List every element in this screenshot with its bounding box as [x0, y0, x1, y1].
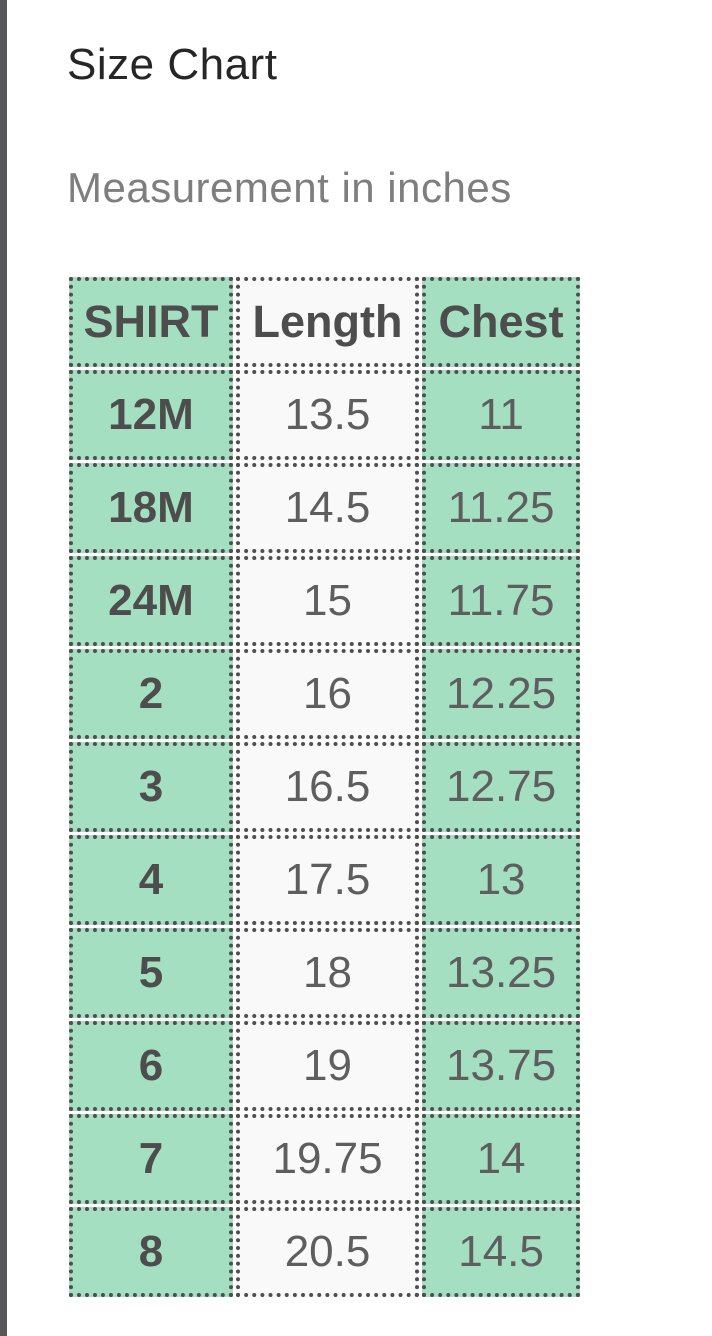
table-row: 8 20.5 14.5 [69, 1207, 580, 1297]
table-row: 5 18 13.25 [69, 928, 580, 1018]
size-cell: 3 [69, 742, 233, 832]
length-cell: 19.75 [235, 1114, 420, 1204]
table-row: 3 16.5 12.75 [69, 742, 580, 832]
column-header-length: Length [235, 277, 420, 367]
chest-cell: 11 [422, 370, 580, 460]
page-title: Size Chart [67, 40, 278, 89]
size-chart-table: SHIRT Length Chest 12M 13.5 11 18M 14.5 11.25… [66, 274, 583, 1300]
chest-cell: 12.75 [422, 742, 580, 832]
length-cell: 17.5 [235, 835, 420, 925]
chest-cell: 13.75 [422, 1021, 580, 1111]
chest-cell: 11.25 [422, 463, 580, 553]
table-body: 12M 13.5 11 18M 14.5 11.25 24M 15 11.75 2 16 12.25 3… [69, 370, 580, 1297]
chest-cell: 13 [422, 835, 580, 925]
size-cell: 6 [69, 1021, 233, 1111]
chest-cell: 12.25 [422, 649, 580, 739]
chest-cell: 14.5 [422, 1207, 580, 1297]
table-row: 18M 14.5 11.25 [69, 463, 580, 553]
column-header-chest: Chest [422, 277, 580, 367]
column-header-shirt: SHIRT [69, 277, 233, 367]
size-cell: 12M [69, 370, 233, 460]
size-cell: 24M [69, 556, 233, 646]
size-cell: 18M [69, 463, 233, 553]
length-cell: 14.5 [235, 463, 420, 553]
header-row: SHIRT Length Chest [69, 277, 580, 367]
length-cell: 18 [235, 928, 420, 1018]
length-cell: 16 [235, 649, 420, 739]
chest-cell: 13.25 [422, 928, 580, 1018]
length-cell: 16.5 [235, 742, 420, 832]
length-cell: 20.5 [235, 1207, 420, 1297]
table-row: 7 19.75 14 [69, 1114, 580, 1204]
table-row: 24M 15 11.75 [69, 556, 580, 646]
left-edge-bar [0, 0, 7, 1336]
size-cell: 4 [69, 835, 233, 925]
chest-cell: 14 [422, 1114, 580, 1204]
chest-cell: 11.75 [422, 556, 580, 646]
size-cell: 7 [69, 1114, 233, 1204]
measurement-note: Measurement in inches [67, 164, 512, 211]
length-cell: 15 [235, 556, 420, 646]
table-row: 2 16 12.25 [69, 649, 580, 739]
size-cell: 5 [69, 928, 233, 1018]
length-cell: 13.5 [235, 370, 420, 460]
length-cell: 19 [235, 1021, 420, 1111]
size-cell: 2 [69, 649, 233, 739]
table-row: 4 17.5 13 [69, 835, 580, 925]
table-row: 12M 13.5 11 [69, 370, 580, 460]
size-cell: 8 [69, 1207, 233, 1297]
table-row: 6 19 13.75 [69, 1021, 580, 1111]
